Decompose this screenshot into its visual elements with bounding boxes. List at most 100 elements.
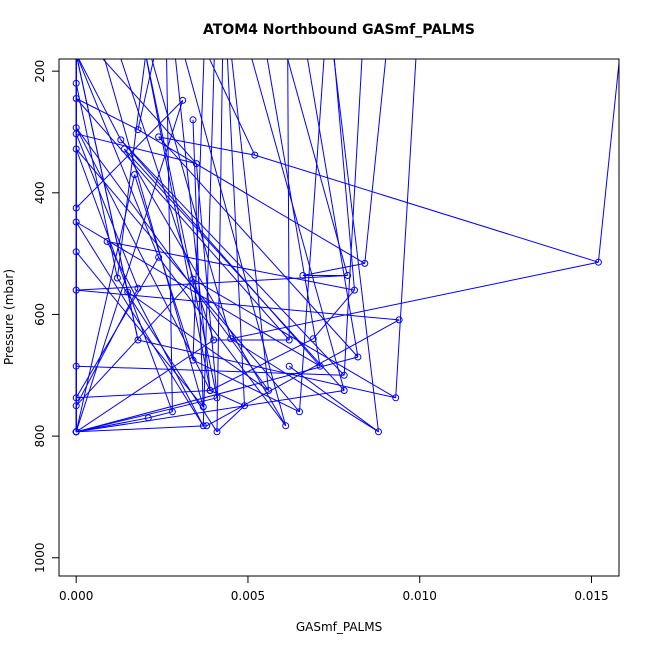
series-segment: [76, 425, 207, 433]
data-point: [103, 238, 111, 245]
series-segment: [266, 59, 321, 367]
data-point: [340, 371, 348, 379]
series-segment: [120, 59, 215, 341]
series-segment: [333, 59, 355, 291]
series-segment: [151, 59, 232, 339]
data-point: [72, 95, 80, 102]
y-tick-label: 600: [33, 303, 47, 326]
series-segment: [103, 59, 204, 408]
data-point: [192, 160, 200, 168]
data-point: [72, 428, 80, 436]
series-segment: [75, 98, 290, 341]
chart-title: ATOM4 Northbound GASmf_PALMS: [203, 22, 475, 38]
data-point: [72, 130, 80, 138]
y-axis-label: Pressure (mbar): [2, 269, 16, 365]
series-segment: [146, 59, 218, 398]
series-segment: [116, 59, 146, 279]
data-point: [210, 336, 218, 344]
series-segment: [216, 405, 245, 433]
series-segment: [75, 127, 270, 391]
y-axis: 200 400 600 800 1000: [33, 60, 60, 573]
data-point: [72, 362, 80, 370]
series-segment: [299, 59, 325, 412]
data-point: [241, 402, 248, 410]
series-segment: [127, 291, 269, 391]
series-segment: [192, 119, 204, 407]
data-point: [395, 316, 403, 324]
data-point: [199, 422, 207, 430]
data-point: [282, 422, 290, 430]
data-point: [155, 253, 163, 261]
series-segment: [75, 100, 184, 209]
data-point: [179, 96, 187, 104]
series-segment: [230, 338, 379, 433]
data-point: [72, 286, 80, 294]
data-point: [72, 204, 80, 212]
data-point: [144, 414, 152, 422]
x-tick-label: 0.000: [59, 589, 93, 603]
data-point: [213, 394, 221, 402]
series-segment: [76, 133, 197, 165]
data-point: [72, 394, 80, 402]
series-segment: [75, 83, 118, 279]
data-point: [189, 116, 197, 124]
series-segment: [302, 262, 365, 276]
y-tick-label: 400: [33, 181, 47, 204]
series-segment: [120, 139, 321, 367]
data-point: [199, 403, 207, 411]
data-point: [309, 335, 317, 343]
series-segment: [209, 59, 256, 156]
series-segment: [364, 59, 387, 264]
series-segment: [184, 59, 287, 426]
series-segment: [343, 59, 363, 376]
data-point: [203, 422, 211, 430]
data-point: [285, 336, 293, 344]
series-segment: [123, 148, 345, 391]
series-segment: [158, 256, 287, 427]
data-point: [134, 336, 142, 344]
series-segment: [333, 59, 379, 432]
series-segment: [231, 59, 270, 391]
series-segment: [76, 390, 345, 433]
series-segment: [209, 338, 314, 391]
series-segment: [137, 59, 155, 130]
data-point: [213, 428, 221, 436]
data-point: [189, 275, 197, 283]
series-segment: [75, 133, 139, 289]
data-point: [340, 387, 348, 394]
series-segment: [216, 59, 224, 432]
data-point: [72, 145, 80, 153]
data-point: [251, 151, 259, 159]
series-segment: [76, 365, 345, 376]
series-segment: [75, 339, 214, 433]
data-point: [375, 428, 382, 436]
series-segment: [226, 59, 245, 406]
series-segment: [76, 390, 211, 399]
series-segment: [148, 411, 173, 419]
series-segment: [123, 148, 287, 427]
data-point: [72, 402, 80, 410]
x-axis: 0.000 0.005 0.010 0.015: [59, 575, 609, 603]
data-point: [134, 284, 142, 292]
series-segment: [120, 139, 345, 376]
series-segment: [77, 59, 160, 258]
data-point: [72, 79, 80, 87]
series-segment: [195, 163, 218, 398]
series-segment: [597, 59, 619, 263]
series-points: [72, 79, 602, 436]
data-point: [351, 286, 358, 294]
data-point: [124, 288, 132, 296]
x-tick-label: 0.015: [574, 589, 608, 603]
series-segment: [107, 241, 355, 291]
data-point: [354, 353, 362, 361]
data-point: [168, 408, 176, 416]
series-lines: [75, 59, 619, 433]
series-segment: [75, 148, 300, 413]
x-axis-label: GASmf_PALMS: [296, 620, 382, 634]
series-segment: [288, 365, 379, 433]
y-tick-label: 200: [33, 60, 47, 83]
x-tick-label: 0.010: [403, 589, 437, 603]
series-segment: [76, 59, 139, 341]
series-segment: [307, 59, 359, 358]
